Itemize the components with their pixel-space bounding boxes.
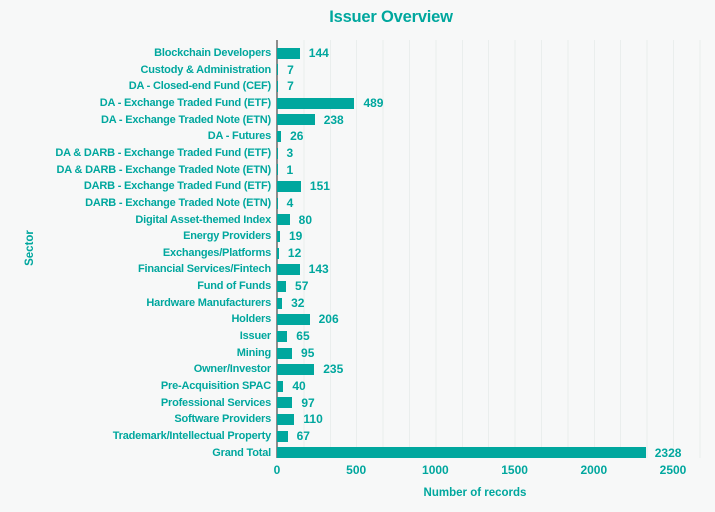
category-label: DA & DARB - Exchange Traded Fund (ETF) [55, 146, 271, 159]
category-label: DA & DARB - Exchange Traded Note (ETN) [56, 163, 272, 176]
value-label: 238 [323, 112, 344, 127]
x-tick-label: 2500 [659, 463, 687, 477]
bar[interactable] [277, 264, 300, 276]
bar[interactable] [277, 114, 315, 126]
category-label: DA - Futures [207, 130, 271, 143]
value-label: 67 [296, 428, 310, 443]
value-label: 143 [308, 262, 329, 277]
value-label: 7 [287, 79, 294, 94]
category-label: DA - Closed-end Fund (CEF) [128, 80, 271, 93]
category-label: Custody & Administration [140, 63, 272, 76]
value-label: 95 [301, 345, 315, 360]
bar[interactable] [277, 247, 279, 259]
bar[interactable] [277, 197, 278, 209]
value-label: 1 [286, 162, 294, 177]
category-label: Hardware Manufacturers [146, 296, 271, 309]
value-label: 26 [290, 129, 304, 144]
value-label: 40 [292, 379, 306, 393]
category-label: DARB - Exchange Traded Fund (ETF) [83, 180, 271, 193]
bar[interactable] [277, 314, 310, 326]
bar[interactable] [277, 297, 283, 309]
x-axis-title: Number of records [423, 487, 527, 499]
x-tick-label: 2000 [580, 463, 608, 477]
bar[interactable] [277, 64, 279, 76]
category-label: Financial Services/Fintech [138, 263, 271, 276]
bar[interactable] [277, 280, 287, 292]
x-tick-label: 1000 [422, 463, 449, 477]
category-label: Owner/Investor [193, 363, 271, 376]
bar[interactable] [277, 47, 300, 59]
bar[interactable] [277, 397, 293, 409]
value-label: 12 [287, 245, 302, 260]
category-label: Software Providers [174, 413, 271, 426]
x-tick-label: 500 [346, 463, 367, 477]
value-label: 489 [363, 95, 384, 110]
category-label: Pre-Acquisition SPAC [160, 380, 271, 392]
category-label: Blockchain Developers [154, 47, 271, 59]
category-label: Holders [231, 313, 271, 326]
category-label: DARB - Exchange Traded Note (ETN) [85, 196, 271, 209]
value-label: 206 [318, 312, 339, 327]
value-label: 57 [295, 279, 309, 294]
value-label: 235 [323, 362, 344, 377]
category-label: Exchanges/Platforms [162, 246, 271, 259]
bar[interactable] [277, 214, 290, 226]
bar[interactable] [277, 364, 315, 376]
value-label: 2328 [654, 445, 682, 460]
category-label: Energy Providers [183, 230, 271, 243]
category-label: Professional Services [160, 396, 271, 409]
chart-title: Issuer Overview [329, 8, 453, 26]
bar[interactable] [277, 147, 278, 159]
value-label: 65 [296, 329, 310, 344]
value-label: 19 [289, 229, 303, 244]
category-label: Mining [236, 346, 271, 359]
bar[interactable] [277, 164, 278, 176]
value-label: 7 [287, 62, 294, 77]
value-label: 110 [303, 412, 323, 427]
category-label: DA - Exchange Traded Fund (ETF) [99, 96, 271, 109]
category-label: Grand Total [212, 446, 271, 459]
x-tick-label: 0 [273, 463, 281, 477]
value-label: 97 [301, 395, 315, 410]
bar[interactable] [277, 330, 288, 342]
category-label: DA - Exchange Traded Note (ETN) [100, 113, 271, 126]
value-label: 4 [286, 195, 294, 210]
x-tick-label: 1500 [501, 463, 528, 477]
value-label: 144 [308, 46, 329, 60]
bar[interactable] [277, 430, 288, 442]
y-axis-line [276, 40, 278, 458]
bar[interactable] [277, 347, 293, 359]
bar[interactable] [277, 380, 284, 392]
bar[interactable] [277, 81, 279, 93]
category-label: Issuer [239, 330, 271, 343]
bar[interactable] [277, 97, 355, 109]
category-label: Trademark/Intellectual Property [112, 429, 271, 442]
value-label: 32 [291, 295, 305, 310]
bar[interactable] [277, 414, 295, 426]
bar[interactable] [277, 181, 301, 193]
value-label: 151 [309, 179, 330, 194]
bar[interactable] [277, 447, 646, 459]
bar[interactable] [277, 131, 282, 143]
value-label: 3 [286, 145, 294, 160]
value-label: 80 [298, 212, 313, 227]
category-label: Digital Asset-themed Index [135, 213, 271, 226]
bar[interactable] [277, 230, 280, 242]
category-label: Fund of Funds [197, 280, 271, 293]
